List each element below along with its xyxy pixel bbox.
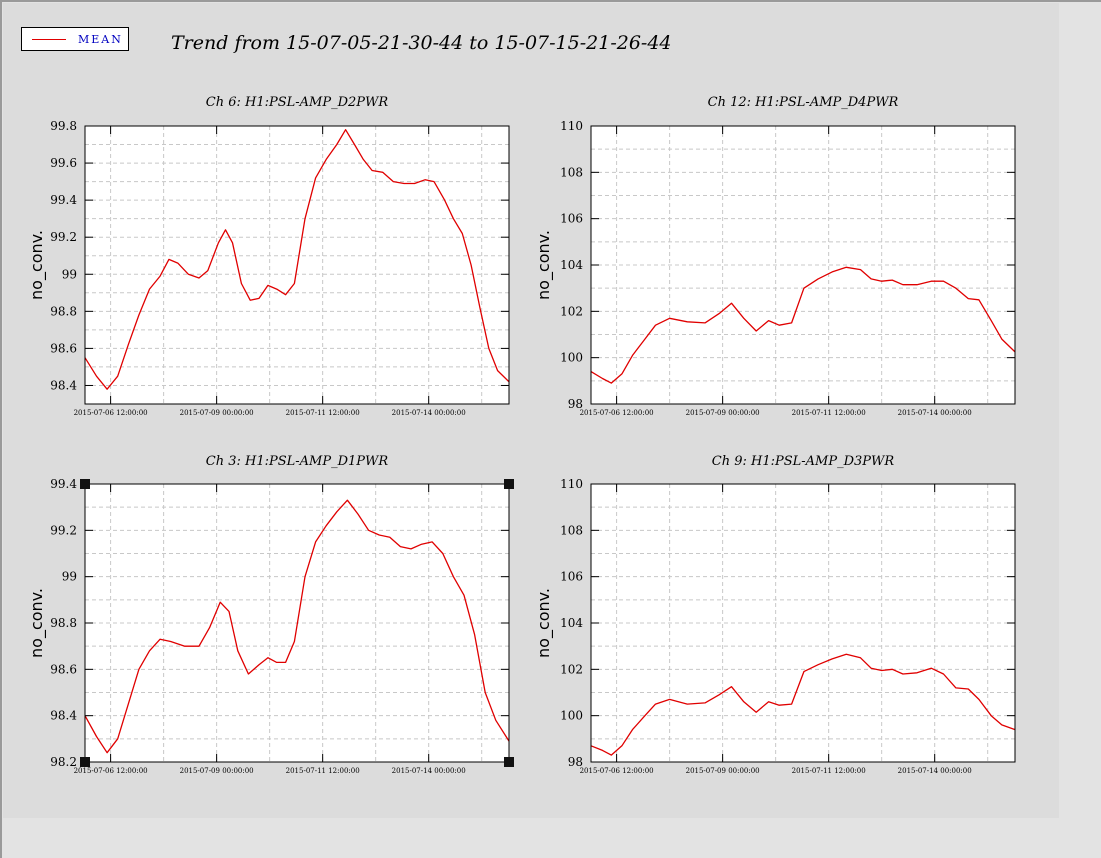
x-tick-label: 2015-07-09 00:00:00 [180, 767, 254, 775]
x-tick-label: 2015-07-09 00:00:00 [180, 409, 254, 417]
main-title: Trend from 15-07-05-21-30-44 to 15-07-15… [171, 32, 672, 54]
y-tick-label: 99 [62, 267, 77, 281]
y-tick-label: 100 [560, 351, 583, 365]
chart-title: Ch 3: H1:PSL-AMP_D1PWR [206, 454, 389, 469]
y-axis-label: no_conv. [27, 588, 47, 658]
y-tick-label: 98.8 [50, 304, 77, 318]
selection-handle[interactable] [504, 479, 514, 489]
y-tick-label: 110 [560, 477, 583, 491]
y-tick-label: 104 [560, 258, 583, 272]
x-tick-label: 2015-07-11 12:00:00 [792, 409, 866, 417]
y-tick-label: 100 [560, 709, 583, 723]
y-tick-label: 106 [560, 570, 583, 584]
y-tick-label: 99.6 [50, 156, 77, 170]
legend-label: MEAN [78, 33, 123, 46]
x-tick-label: 2015-07-14 00:00:00 [392, 409, 466, 417]
y-tick-label: 106 [560, 212, 583, 226]
x-tick-label: 2015-07-06 12:00:00 [74, 767, 148, 775]
y-axis-label: no_conv. [534, 588, 554, 658]
x-tick-label: 2015-07-11 12:00:00 [792, 767, 866, 775]
y-tick-label: 99.2 [50, 230, 77, 244]
y-tick-label: 102 [560, 304, 583, 318]
x-tick-label: 2015-07-14 00:00:00 [898, 767, 972, 775]
legend-swatch [32, 39, 66, 40]
y-tick-label: 98.6 [50, 662, 77, 676]
x-tick-label: 2015-07-11 12:00:00 [286, 767, 360, 775]
chart-title: Ch 6: H1:PSL-AMP_D2PWR [206, 95, 389, 110]
y-tick-label: 98 [568, 397, 583, 411]
series-line-mean [590, 266, 1016, 384]
y-tick-label: 98.6 [50, 341, 77, 355]
chart-title: Ch 9: H1:PSL-AMP_D3PWR [712, 454, 895, 469]
y-tick-label: 110 [560, 119, 583, 133]
x-tick-label: 2015-07-09 00:00:00 [686, 409, 760, 417]
y-tick-label: 108 [560, 165, 583, 179]
plot-frame [84, 125, 510, 405]
y-tick-label: 98.2 [50, 755, 77, 769]
x-tick-label: 2015-07-06 12:00:00 [580, 409, 654, 417]
y-tick-label: 98 [568, 755, 583, 769]
y-axis-label: no_conv. [27, 230, 47, 300]
x-tick-label: 2015-07-06 12:00:00 [74, 409, 148, 417]
y-tick-label: 98.4 [50, 378, 77, 392]
y-tick-label: 102 [560, 662, 583, 676]
x-tick-label: 2015-07-11 12:00:00 [286, 409, 360, 417]
y-tick-label: 104 [560, 616, 583, 630]
y-tick-label: 99 [62, 570, 77, 584]
y-tick-label: 99.8 [50, 119, 77, 133]
y-tick-label: 99.4 [50, 193, 77, 207]
series-line-mean [84, 129, 510, 390]
selection-handle[interactable] [504, 757, 514, 767]
x-tick-label: 2015-07-14 00:00:00 [392, 767, 466, 775]
y-tick-label: 98.8 [50, 616, 77, 630]
x-tick-label: 2015-07-14 00:00:00 [898, 409, 972, 417]
y-tick-label: 98.4 [50, 709, 77, 723]
x-tick-label: 2015-07-06 12:00:00 [580, 767, 654, 775]
x-tick-label: 2015-07-09 00:00:00 [686, 767, 760, 775]
series-line-mean [590, 653, 1016, 756]
y-axis-label: no_conv. [534, 230, 554, 300]
selection-handle[interactable] [80, 479, 90, 489]
y-tick-label: 99.4 [50, 477, 77, 491]
chart-title: Ch 12: H1:PSL-AMP_D4PWR [708, 95, 899, 110]
legend: MEAN [21, 27, 129, 51]
selection-handle[interactable] [80, 757, 90, 767]
y-tick-label: 99.2 [50, 523, 77, 537]
y-tick-label: 108 [560, 523, 583, 537]
series-line-mean [84, 499, 510, 754]
